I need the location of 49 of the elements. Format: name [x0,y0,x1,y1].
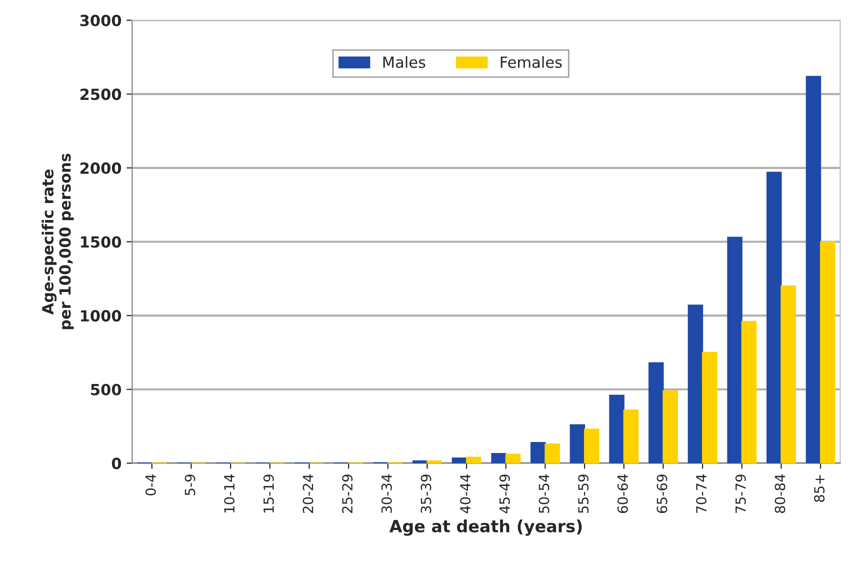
x-tick-label: 80-84 [774,474,786,514]
x-tick-label: 10-14 [224,474,235,512]
y-tick-label: 1500 [81,236,122,248]
y-tick-label: 2000 [80,162,122,174]
x-tick-label: 40-44 [460,474,471,514]
bar [584,428,600,464]
bar [806,76,822,464]
bar [727,236,742,464]
bar [426,460,442,464]
bar [466,456,482,464]
bar [544,443,560,464]
x-tick-label: 0-4 [145,474,156,496]
x-tick-label: 5-9 [184,474,196,496]
y-tick-label: 3000 [80,14,122,26]
y-tick-label: 2500 [80,88,122,100]
bar [820,241,836,464]
bar [702,352,718,464]
bar [662,390,678,464]
bar [570,424,586,464]
x-tick-label: 65-69 [656,474,668,514]
x-tick-label: 20-24 [302,474,314,513]
y-tick-label: 500 [91,384,122,396]
legend-label: Males [383,56,426,68]
x-tick-label: 15-19 [263,474,274,512]
legend-label: Females [500,56,562,68]
x-tick-label: 85+ [814,475,825,502]
x-tick-label: 25-29 [342,474,353,513]
x-tick-label: 75-79 [735,474,746,513]
x-tick-label: 30-34 [381,474,392,513]
bar [648,362,664,464]
y-tick-label: 1000 [81,310,122,322]
x-tick-label: 60-64 [617,474,628,514]
bar [766,172,782,464]
x-tick-label: 55-59 [578,474,589,513]
bar [491,453,506,464]
bar [530,442,546,464]
bar [780,285,796,464]
bar [623,409,639,464]
bar [741,320,757,464]
x-tick-label: 45-49 [499,474,510,514]
y-axis-title: Age-specific rate per 100,000 persons [42,154,74,330]
bar [688,304,704,464]
x-axis-title: Age at death (years) [389,520,582,536]
y-tick-label: 0 [112,458,122,470]
x-tick-label: 70-74 [696,474,707,513]
bar [609,394,624,464]
x-tick-label: 50-54 [538,474,550,513]
x-tick-label: 35-39 [420,474,432,513]
bar [505,454,521,464]
